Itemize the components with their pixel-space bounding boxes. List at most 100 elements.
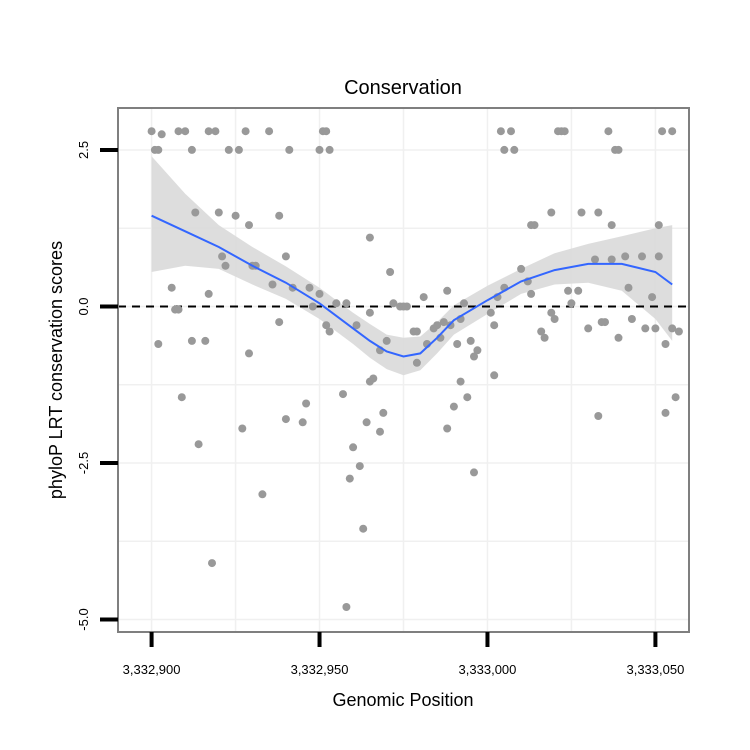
- data-point: [174, 305, 183, 314]
- data-point: [214, 208, 223, 217]
- data-point: [322, 321, 331, 330]
- data-point: [604, 127, 613, 136]
- data-point: [412, 358, 421, 367]
- data-point: [517, 264, 526, 273]
- data-point: [654, 221, 663, 230]
- data-point: [369, 374, 378, 383]
- data-point: [157, 130, 166, 139]
- data-point: [365, 308, 374, 317]
- data-point: [470, 352, 478, 361]
- data-point: [308, 302, 317, 311]
- data-point: [577, 208, 586, 217]
- data-point: [332, 299, 341, 308]
- data-point: [154, 145, 163, 154]
- data-point: [668, 324, 677, 333]
- y-axis-label: phyloP LRT conservation scores: [46, 241, 66, 499]
- data-point: [648, 293, 657, 302]
- data-point: [345, 474, 354, 483]
- data-point: [342, 299, 351, 308]
- data-point: [594, 208, 603, 217]
- data-point: [621, 252, 630, 261]
- data-point: [376, 427, 384, 436]
- data-point: [661, 408, 670, 417]
- data-point: [564, 286, 573, 295]
- data-point: [258, 490, 267, 499]
- data-point: [194, 440, 203, 449]
- data-point: [490, 321, 499, 330]
- data-point: [265, 127, 274, 136]
- x-tick-label: 3,332,950: [291, 662, 349, 677]
- data-point: [342, 603, 351, 611]
- data-point: [507, 127, 515, 136]
- data-point: [641, 324, 650, 333]
- x-axis-label: Genomic Position: [332, 690, 473, 710]
- points-layer: [147, 127, 683, 611]
- data-point: [234, 145, 243, 154]
- data-point: [470, 468, 478, 477]
- data-point: [601, 318, 609, 327]
- data-point: [339, 390, 347, 399]
- data-point: [389, 299, 398, 308]
- data-point: [560, 127, 569, 136]
- data-point: [231, 211, 240, 220]
- data-point: [224, 145, 233, 154]
- data-point: [305, 283, 314, 292]
- data-point: [191, 208, 200, 217]
- data-point: [510, 145, 519, 154]
- data-point: [439, 318, 448, 327]
- data-point: [530, 221, 539, 230]
- data-point: [412, 327, 421, 336]
- data-point: [352, 321, 361, 330]
- data-point: [567, 299, 576, 308]
- data-point: [245, 349, 253, 358]
- data-point: [651, 324, 660, 333]
- data-point: [359, 524, 368, 533]
- data-point: [241, 127, 250, 136]
- data-point: [591, 255, 599, 264]
- grid: [118, 108, 689, 632]
- data-point: [433, 321, 442, 330]
- data-point: [379, 408, 388, 417]
- axes: 3,332,900 3,332,950 3,333,000 3,333,050 2.5 0…: [76, 141, 684, 677]
- data-point: [208, 559, 216, 568]
- data-point: [302, 399, 311, 408]
- data-point: [674, 327, 683, 336]
- x-tick-label: 3,333,050: [626, 662, 684, 677]
- y-tick-label: -5.0: [76, 608, 91, 630]
- data-point: [325, 327, 334, 336]
- smooth-line-layer: [151, 214, 673, 358]
- data-point: [614, 145, 623, 154]
- y-tick-label: 0.0: [76, 297, 91, 315]
- data-point: [490, 371, 499, 380]
- data-point: [638, 252, 646, 261]
- y-tick-label: -2.5: [76, 452, 91, 474]
- data-point: [181, 127, 190, 136]
- data-point: [355, 462, 364, 471]
- data-point: [527, 289, 536, 298]
- data-point: [473, 346, 482, 355]
- confidence-ribbon-layer: [151, 156, 673, 376]
- plot-border: [117, 107, 690, 633]
- data-point: [574, 286, 583, 295]
- data-point: [382, 336, 391, 345]
- data-point: [550, 315, 559, 323]
- data-point: [238, 424, 247, 433]
- data-point: [315, 289, 324, 298]
- data-point: [167, 283, 176, 292]
- data-point: [486, 308, 495, 317]
- data-point: [614, 333, 623, 342]
- data-point: [466, 336, 475, 345]
- x-tick-label: 3,333,000: [459, 662, 517, 677]
- data-point: [275, 318, 284, 327]
- data-point: [386, 268, 395, 276]
- data-point: [402, 302, 411, 311]
- data-point: [661, 340, 670, 348]
- data-point: [668, 127, 677, 136]
- chart-title: Conservation: [344, 77, 462, 99]
- data-point: [456, 377, 465, 386]
- data-point: [624, 283, 633, 292]
- data-point: [584, 324, 593, 333]
- data-point: [443, 424, 452, 433]
- data-point: [221, 261, 230, 270]
- data-point: [204, 289, 213, 298]
